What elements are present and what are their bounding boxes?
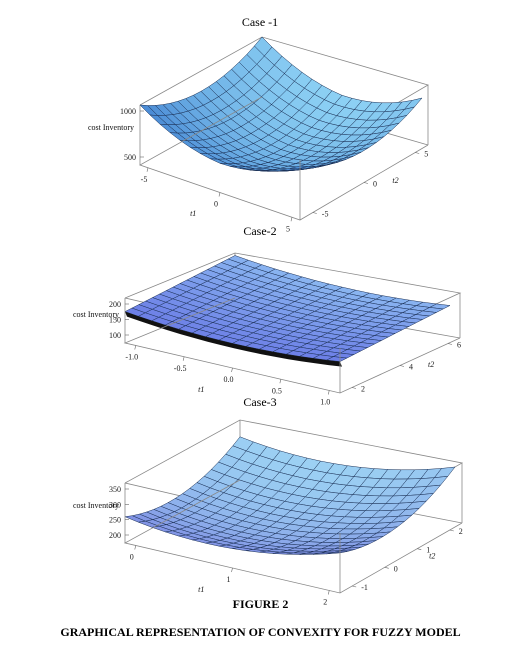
x-tick-label: 1.0 [320, 398, 330, 407]
z-tick-label: 350 [109, 485, 121, 494]
case-1-title: Case -1 [241, 15, 279, 29]
z-tick-label: 500 [124, 153, 136, 162]
x-tick-label: 5 [286, 224, 290, 233]
x-tick [290, 217, 293, 222]
x-tick [182, 356, 185, 361]
case-1-surface-plot: 1000 500 cost Inventory -5 0 5 t1 5 0 -5 t2 [88, 36, 430, 233]
y-tick-label: -5 [322, 210, 329, 219]
x-tick [134, 545, 137, 550]
x-tick-label: 1 [227, 575, 231, 584]
y-tick-label: 6 [457, 341, 461, 350]
x-tick [218, 192, 221, 197]
x-tick [231, 367, 233, 373]
x-tick-label: 0.0 [224, 375, 234, 384]
case-2-title: Case-2 [243, 224, 277, 238]
y-tick [384, 567, 389, 569]
surface-patch [289, 165, 308, 170]
y-tick-label: 5 [424, 150, 428, 159]
z-tick-label: 250 [109, 516, 121, 525]
y-tick-label: 2 [361, 385, 365, 394]
y-axis-label: t2 [392, 176, 398, 185]
z-tick-label: 200 [109, 300, 121, 309]
y-tick [449, 529, 454, 532]
z-tick-label: 150 [109, 316, 121, 325]
x-tick [327, 590, 330, 595]
y-tick [399, 365, 405, 367]
x-tick [231, 567, 233, 573]
x-axis-label: t1 [190, 209, 196, 218]
x-tick [146, 167, 149, 172]
surface-patch [326, 551, 348, 555]
y-tick-label: 0 [373, 180, 377, 189]
y-tick-label: 1 [426, 546, 430, 555]
figure-number: FIGURE 2 [232, 597, 289, 611]
x-tick [134, 345, 137, 350]
z-axis-label: cost Inventory [73, 501, 119, 510]
case-2-surface-plot: 200 150 100 cost Inventory -1.0 -0.5 0.0 0.5 1.0… [73, 252, 462, 407]
y-axis-label: t2 [429, 552, 435, 561]
x-tick-label: 0.5 [272, 386, 282, 395]
z-axis-label: cost Inventory [88, 123, 134, 132]
y-tick-label: 4 [409, 363, 413, 372]
y-tick [351, 387, 357, 389]
surface [139, 36, 423, 172]
x-tick [279, 379, 282, 384]
z-tick-label: 1000 [120, 107, 136, 116]
z-axis-label: cost Inventory [73, 310, 119, 319]
x-axis-label: t1 [198, 585, 204, 594]
y-tick [415, 152, 420, 154]
x-tick-label: 0 [130, 553, 134, 562]
surface [124, 255, 451, 362]
z-tick-label: 200 [109, 531, 121, 540]
x-tick [327, 390, 330, 395]
y-tick [363, 182, 369, 184]
y-tick [417, 548, 422, 550]
case-3-title: Case-3 [243, 395, 277, 409]
z-tick-label: 100 [109, 331, 121, 340]
y-tick-label: 0 [394, 564, 398, 573]
figure-caption: GRAPHICAL REPRESENTATION OF CONVEXITY FO… [60, 625, 461, 639]
x-tick-label: -5 [141, 175, 148, 184]
y-axis-label: t2 [428, 360, 434, 369]
x-tick-label: 0 [214, 200, 218, 209]
surface-front-edge [125, 311, 342, 367]
y-tick [352, 585, 357, 588]
x-tick-label: -0.5 [174, 364, 187, 373]
x-tick-label: -1.0 [125, 353, 138, 362]
y-tick-label: 2 [459, 527, 463, 536]
y-tick [312, 212, 317, 214]
y-tick-label: -1 [361, 583, 368, 592]
z-tick-label: 300 [109, 500, 121, 509]
case-3-surface-plot: 350 300 250 200 cost Inventory 0 1 2 t1 2 1 0 -1 t2 [73, 419, 464, 607]
x-axis-label: t1 [198, 385, 204, 394]
surface [124, 436, 456, 555]
x-tick-label: 2 [323, 598, 327, 607]
y-tick [447, 343, 453, 345]
